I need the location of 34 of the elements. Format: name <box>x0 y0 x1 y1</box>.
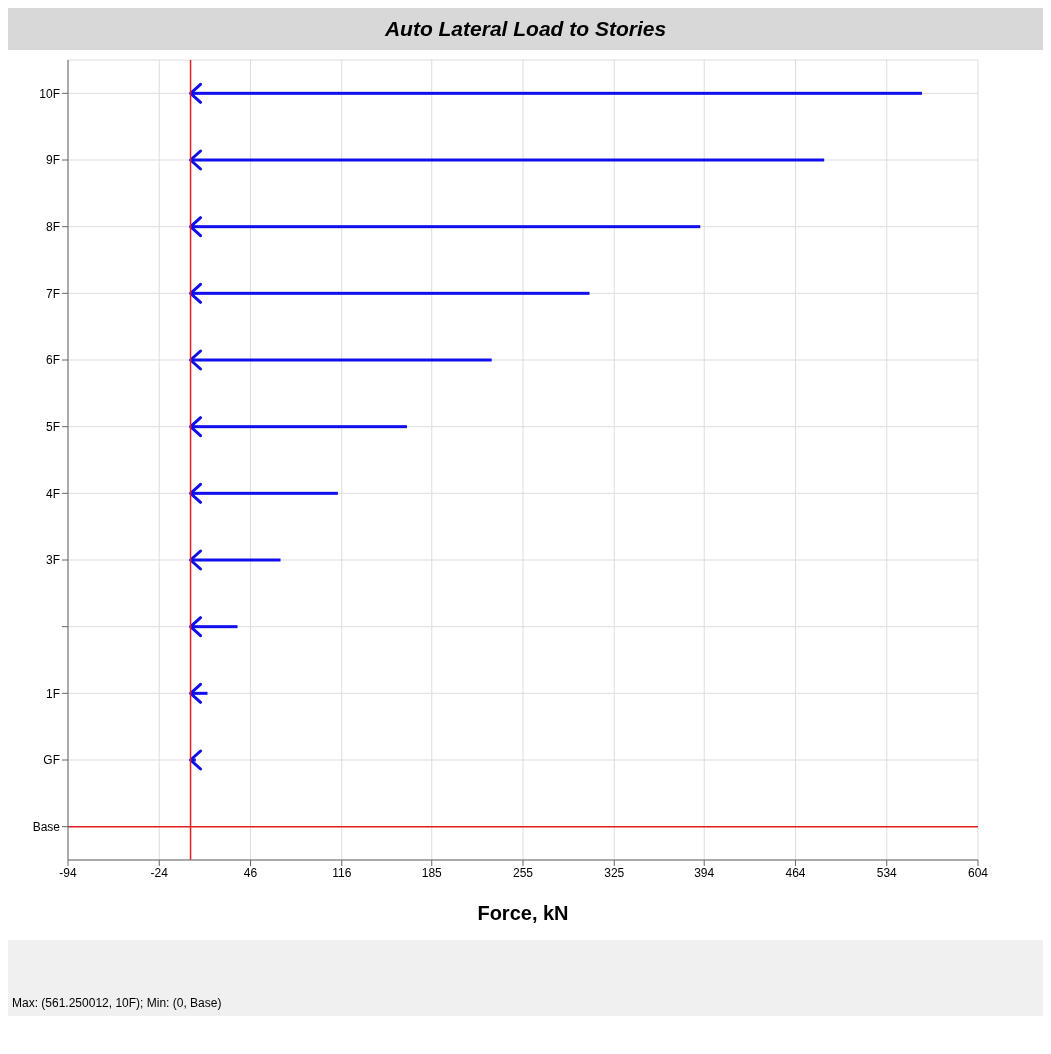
bar <box>190 491 338 495</box>
x-tick-label: 464 <box>785 865 806 880</box>
bar <box>190 291 590 295</box>
y-tick-label: 7F <box>45 286 60 301</box>
y-tick-label: 6F <box>45 353 60 368</box>
x-tick-label: -24 <box>150 865 169 880</box>
y-tick-label: GF <box>43 753 60 768</box>
x-tick-label: 255 <box>512 865 534 880</box>
text: Max: (561.250012, 10F); Min: (0, Base) <box>8 940 1043 1016</box>
x-tick-label: 604 <box>967 865 989 880</box>
y-tick-label: 1F <box>45 686 60 701</box>
chart-title: Auto Lateral Load to Stories <box>383 16 668 42</box>
y-tick-label: 9F <box>45 153 60 168</box>
y-tick-label: 10F <box>39 86 60 101</box>
bar <box>190 158 825 162</box>
bar <box>190 91 922 95</box>
y-tick-label: Base <box>32 819 61 834</box>
x-tick-label: -94 <box>59 865 77 880</box>
x-tick-label: 534 <box>876 865 898 880</box>
bar <box>190 558 281 562</box>
bar <box>190 225 701 229</box>
x-tick-label: 325 <box>604 865 625 880</box>
y-tick-label: 3F <box>45 553 60 568</box>
x-tick-label: 116 <box>332 865 352 880</box>
y-tick-label: 8F <box>45 219 60 234</box>
bar <box>190 625 238 629</box>
bar <box>190 358 492 362</box>
y-tick-label: 4F <box>45 486 60 501</box>
x-axis-title: Force, kN <box>477 902 569 924</box>
x-tick-label: 394 <box>694 865 715 880</box>
bar <box>190 425 407 429</box>
y-tick-label: 5F <box>45 419 60 434</box>
x-tick-label: 185 <box>421 865 443 880</box>
x-tick-label: 46 <box>243 865 258 880</box>
